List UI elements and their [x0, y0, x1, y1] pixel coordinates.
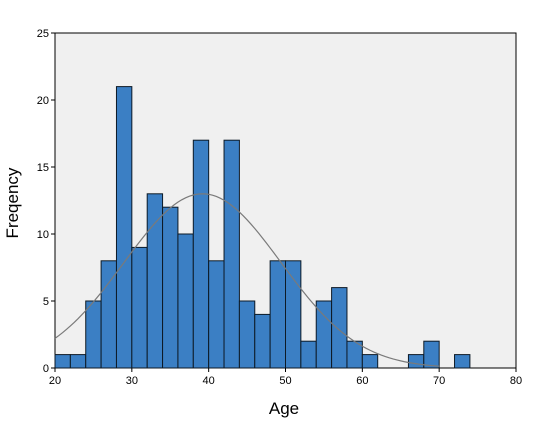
y-axis-title: Freqency: [3, 167, 22, 238]
x-tick-label: 30: [126, 375, 138, 387]
x-tick-label: 60: [356, 375, 368, 387]
y-axis-ticks: 0 5 10 15 20 25: [37, 28, 55, 375]
histogram-bar: [423, 340, 440, 369]
y-tick-label: 10: [37, 229, 49, 241]
x-tick-label: 20: [49, 375, 61, 387]
histogram-bar: [238, 300, 256, 369]
histogram-bar: [285, 260, 302, 369]
histogram-bar: [300, 340, 317, 369]
histogram-bar: [315, 300, 333, 369]
y-tick-label: 0: [43, 363, 49, 375]
normal-curve: [54, 193, 440, 367]
histogram-bar: [162, 206, 179, 369]
histogram-bar: [85, 300, 102, 369]
x-tick-label: 70: [433, 375, 445, 387]
histogram-bar: [54, 354, 71, 369]
histogram-bar: [361, 354, 379, 369]
histogram-bar: [454, 354, 471, 369]
histogram-bar: [115, 86, 133, 369]
y-tick-label: 15: [37, 162, 49, 174]
x-axis-ticks: 20 30 40 50 60 70 80: [49, 368, 522, 387]
y-tick-label: 25: [37, 28, 49, 40]
histogram-bar: [100, 260, 117, 369]
histogram-bar: [146, 193, 164, 369]
histogram-bar: [131, 246, 148, 369]
x-tick-label: 50: [279, 375, 291, 387]
histogram-bar: [223, 139, 240, 369]
histogram-bar: [177, 233, 194, 369]
histogram-bar: [331, 287, 348, 369]
histogram-bar: [208, 260, 225, 369]
histogram-bar: [192, 139, 210, 369]
y-tick-label: 5: [43, 296, 49, 308]
histogram-bar: [69, 354, 87, 369]
histogram-bar: [407, 354, 425, 369]
x-axis-title: Age: [269, 399, 299, 418]
x-tick-label: 80: [510, 375, 522, 387]
x-tick-label: 40: [203, 375, 215, 387]
histogram-bar: [254, 313, 271, 369]
histogram-bar: [269, 260, 286, 369]
y-tick-label: 20: [37, 95, 49, 107]
